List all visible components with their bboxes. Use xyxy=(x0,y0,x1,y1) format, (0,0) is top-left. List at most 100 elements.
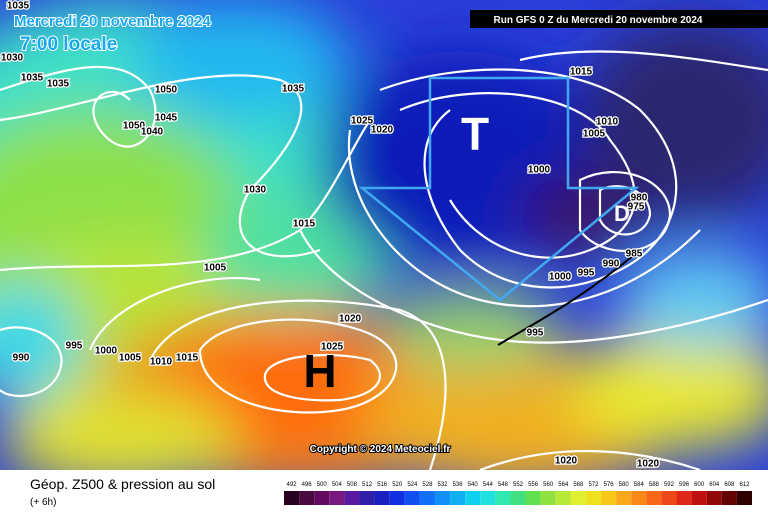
scale-swatch xyxy=(691,491,707,505)
pressure-labels: 1035103010351035105010451050104010351025… xyxy=(0,0,661,470)
scale-label: 508 xyxy=(347,482,358,488)
pressure-label: 1015 xyxy=(570,67,593,78)
pressure-label: 1025 xyxy=(321,342,344,353)
scale-label: 604 xyxy=(709,482,720,488)
pressure-label: 1005 xyxy=(583,129,606,140)
isobar xyxy=(519,50,768,72)
run-info: Run GFS 0 Z du Mercredi 20 novembre 2024 xyxy=(494,15,703,26)
scale-swatch xyxy=(480,491,496,505)
scale-label: 524 xyxy=(407,482,418,488)
scale-swatch xyxy=(495,491,511,505)
pressure-label: 1035 xyxy=(47,79,70,90)
scale-swatch xyxy=(646,491,662,505)
legend-subtitle: (+ 6h) xyxy=(30,497,56,508)
scale-label: 560 xyxy=(543,482,554,488)
pressure-label: 985 xyxy=(626,249,643,260)
scale-label: 540 xyxy=(468,482,479,488)
pressure-label: 1050 xyxy=(155,85,178,96)
time-title: 7:00 locale xyxy=(20,34,117,55)
scale-swatch xyxy=(450,491,466,505)
pressure-label: 1000 xyxy=(528,165,551,176)
isobar xyxy=(379,68,678,289)
scale-label: 500 xyxy=(317,482,328,488)
isobar xyxy=(88,276,261,351)
scale-swatch xyxy=(419,491,435,505)
isobar xyxy=(0,74,321,258)
scale-swatch xyxy=(465,491,481,505)
scale-swatch xyxy=(389,491,405,505)
scale-label: 556 xyxy=(528,482,539,488)
pressure-label: 1015 xyxy=(176,353,199,364)
scale-label: 544 xyxy=(483,482,494,488)
pressure-label: 1020 xyxy=(637,459,660,470)
scale-label: 520 xyxy=(392,482,403,488)
map-field: 1035103010351035105010451050104010351025… xyxy=(0,0,768,470)
pressure-label: 1010 xyxy=(150,357,173,368)
scale-swatch xyxy=(661,491,677,505)
scale-swatch xyxy=(616,491,632,505)
legend-title: Géop. Z500 & pression au sol xyxy=(30,476,215,492)
isobar xyxy=(578,171,672,252)
pressure-label: 1020 xyxy=(555,456,578,467)
high-center: H xyxy=(303,345,336,397)
scale-label: 532 xyxy=(438,482,449,488)
pressure-label: 1005 xyxy=(119,353,142,364)
front-line xyxy=(497,249,641,346)
isobar xyxy=(263,353,381,402)
pressure-label: 995 xyxy=(527,328,544,339)
isobars xyxy=(0,50,768,470)
scale-swatch xyxy=(284,491,300,505)
scale-label: 512 xyxy=(362,482,373,488)
pressure-label: 1035 xyxy=(21,73,44,84)
scale-label: 592 xyxy=(664,482,675,488)
scale-label: 492 xyxy=(287,482,298,488)
isobar xyxy=(399,92,636,259)
scale-swatch xyxy=(585,491,602,505)
scale-label: 596 xyxy=(679,482,690,488)
pressure-label: 1000 xyxy=(95,346,118,357)
scale-label: 496 xyxy=(302,482,313,488)
pressure-label: 1050 xyxy=(123,121,146,132)
pressure-label: 995 xyxy=(66,341,83,352)
scale-swatch xyxy=(374,491,390,505)
scale-swatch xyxy=(555,491,571,505)
isobar xyxy=(598,185,652,236)
scale-swatch xyxy=(329,491,345,505)
scale-label: 600 xyxy=(694,482,705,488)
scale-swatch xyxy=(510,491,526,505)
scale-swatch xyxy=(540,491,556,505)
pressure-label: 1015 xyxy=(293,219,316,230)
pressure-label: 1035 xyxy=(7,1,30,12)
scale-swatch xyxy=(525,491,541,505)
isobar xyxy=(149,299,447,470)
color-scale: 492 496 500 504 508 512 516 520 524 528 532 536 540 5… xyxy=(284,482,752,505)
pressure-label: 990 xyxy=(13,353,30,364)
scale-swatch xyxy=(706,491,722,505)
pressure-label: 1010 xyxy=(596,117,619,128)
pressure-label: 1005 xyxy=(204,263,227,274)
pressure-label: 975 xyxy=(628,202,645,213)
scale-swatch xyxy=(736,491,752,505)
pressure-label: 1030 xyxy=(244,185,267,196)
pressure-label: 1000 xyxy=(549,272,572,283)
scale-swatch xyxy=(631,491,647,505)
pressure-label: 980 xyxy=(631,193,648,204)
pressure-label: 990 xyxy=(603,259,620,270)
scale-label: 584 xyxy=(634,482,645,488)
scale-swatch xyxy=(344,491,360,505)
scale-label: 572 xyxy=(588,482,599,488)
scale-label: 516 xyxy=(377,482,388,488)
isobar xyxy=(0,326,63,398)
scale-label: 612 xyxy=(739,482,750,488)
scale-label: 536 xyxy=(453,482,464,488)
date-title: Mercredi 20 novembre 2024 xyxy=(14,13,211,30)
scale-label: 608 xyxy=(724,482,735,488)
scale-swatch xyxy=(570,491,586,505)
low-center-d: D xyxy=(614,201,630,226)
scale-swatch xyxy=(359,491,375,505)
isobar xyxy=(479,449,701,470)
scale-label: 568 xyxy=(573,482,584,488)
pressure-label: 1045 xyxy=(155,113,178,124)
scale-swatch xyxy=(299,491,315,505)
